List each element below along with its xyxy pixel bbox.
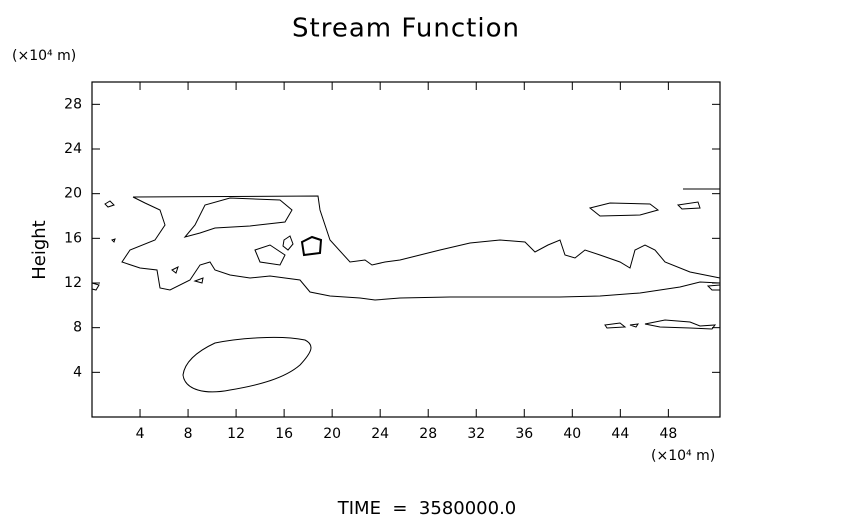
contour-line	[104, 200, 204, 284]
contour-line	[91, 282, 721, 291]
contours	[91, 188, 721, 393]
x-tick-label: 28	[419, 426, 437, 442]
y-axis-label: Height	[29, 220, 50, 280]
x-tick-label: 44	[611, 426, 629, 442]
plot-frame	[91, 81, 721, 418]
x-tick-label: 32	[467, 426, 485, 442]
x-tick-label: 4	[136, 426, 145, 442]
y-tick-label: 28	[64, 96, 82, 112]
x-tick-label: 20	[323, 426, 341, 442]
contour-line	[588, 202, 660, 217]
contour-line	[254, 244, 286, 266]
x-tick-label: 16	[275, 426, 293, 442]
x-tick-label: 36	[515, 426, 533, 442]
contour-line	[300, 235, 323, 257]
footer-time: TIME = 3580000.0	[337, 498, 517, 519]
contour-line	[282, 235, 294, 251]
y-tick-label: 12	[64, 275, 82, 291]
y-tick-label: 4	[73, 364, 82, 380]
y-tick-label: 24	[64, 141, 82, 157]
x-unit: (×10⁴ m)	[651, 448, 715, 464]
contour-line	[183, 197, 293, 238]
contour-line	[182, 336, 312, 393]
y-tick-label: 8	[73, 320, 82, 336]
x-tick-label: 8	[184, 426, 193, 442]
chart-title: Stream Function	[292, 14, 520, 44]
x-tick-label: 24	[371, 426, 389, 442]
contour-line	[121, 195, 721, 301]
y-tick-label: 16	[64, 230, 82, 246]
y-unit: (×10⁴ m)	[12, 48, 76, 64]
x-tick-label: 12	[227, 426, 245, 442]
contour-line	[604, 319, 717, 330]
x-tick-label: 40	[563, 426, 581, 442]
contour-line	[676, 201, 701, 210]
x-tick-label: 48	[659, 426, 677, 442]
y-tick-label: 20	[64, 186, 82, 202]
